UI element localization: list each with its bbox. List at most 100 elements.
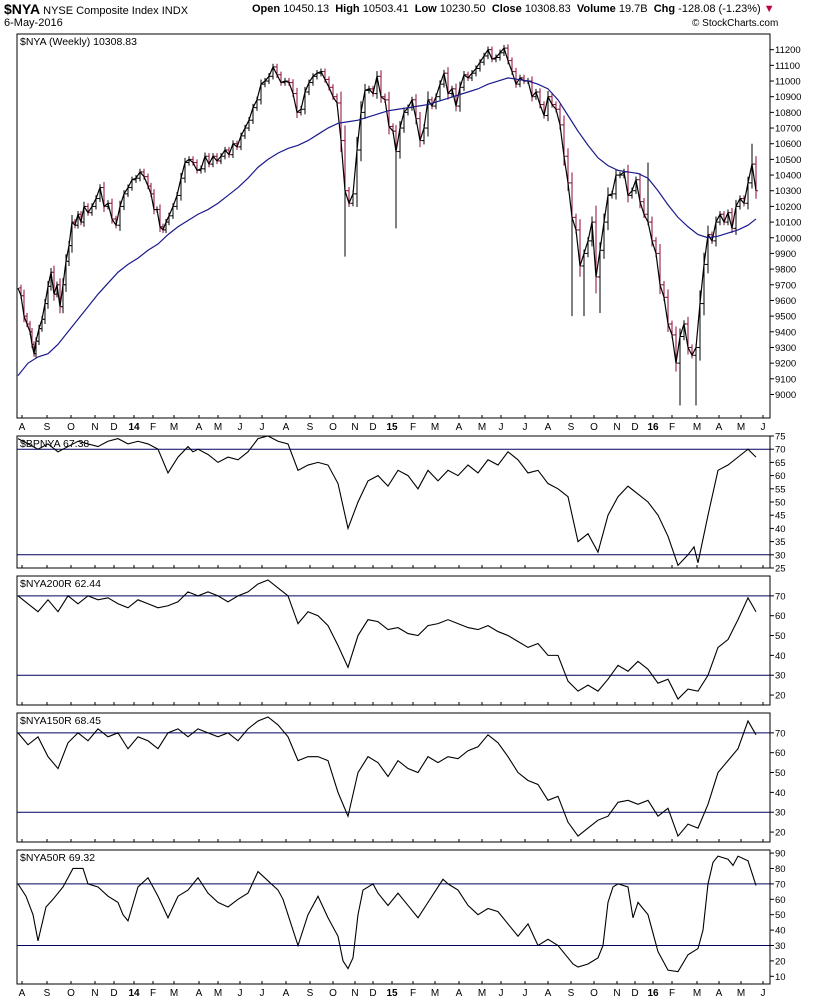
y-tick-label: 70 bbox=[775, 879, 786, 890]
y-tick-label: 9700 bbox=[775, 280, 796, 291]
y-tick-label: 40 bbox=[775, 926, 786, 937]
panel-legend: $NYA50R 69.32 bbox=[20, 852, 95, 864]
price-close-line bbox=[17, 46, 757, 364]
y-tick-label: 10900 bbox=[775, 92, 801, 103]
x-tick-label-bottom: M bbox=[478, 988, 486, 999]
x-tick-label: O bbox=[590, 422, 598, 433]
x-tick-label-bottom: A bbox=[19, 988, 26, 999]
x-tick-label-bottom: N bbox=[91, 988, 98, 999]
x-tick-label: 14 bbox=[128, 422, 140, 433]
y-tick-label: 25 bbox=[775, 564, 786, 575]
y-tick-label: 20 bbox=[775, 956, 786, 967]
x-tick-label-bottom: J bbox=[523, 988, 528, 999]
y-tick-label: 10500 bbox=[775, 155, 801, 166]
y-tick-label: 9400 bbox=[775, 327, 796, 338]
open-label: Open bbox=[252, 3, 281, 15]
x-tick-label: F bbox=[669, 422, 675, 433]
y-tick-label: 55 bbox=[775, 484, 786, 495]
x-tick-label: S bbox=[44, 422, 51, 433]
y-tick-label: 9800 bbox=[775, 265, 796, 276]
x-tick-label-bottom: O bbox=[329, 988, 337, 999]
y-tick-label: 11200 bbox=[775, 45, 801, 56]
x-tick-label: N bbox=[351, 422, 358, 433]
moving-average-line bbox=[17, 77, 757, 377]
x-tick-label: O bbox=[67, 422, 75, 433]
y-tick-label: 70 bbox=[775, 445, 786, 456]
x-tick-label: N bbox=[91, 422, 98, 433]
y-tick-label: 30 bbox=[775, 550, 786, 561]
y-tick-label: 9900 bbox=[775, 249, 796, 260]
y-tick-label: 80 bbox=[775, 864, 786, 875]
x-tick-label-bottom: 16 bbox=[647, 988, 659, 999]
x-tick-label: A bbox=[196, 422, 203, 433]
x-tick-label-bottom: M bbox=[693, 988, 701, 999]
y-tick-label: 10000 bbox=[775, 233, 801, 244]
x-tick-label: F bbox=[150, 422, 156, 433]
y-tick-label: 9600 bbox=[775, 296, 796, 307]
x-tick-label-bottom: A bbox=[716, 988, 723, 999]
y-tick-label: 10700 bbox=[775, 124, 801, 135]
x-tick-label: M bbox=[214, 422, 222, 433]
y-tick-label: 50 bbox=[775, 910, 786, 921]
x-tick-label-bottom: O bbox=[67, 988, 75, 999]
close-value: 10308.83 bbox=[524, 3, 571, 15]
x-tick-label-bottom: M bbox=[737, 988, 745, 999]
x-tick-label: M bbox=[170, 422, 178, 433]
x-tick-label: F bbox=[410, 422, 416, 433]
watermark: © StockCharts.com bbox=[692, 18, 779, 29]
y-tick-label: 10400 bbox=[775, 171, 801, 182]
x-tick-label: A bbox=[456, 422, 463, 433]
x-tick-label-bottom: D bbox=[369, 988, 376, 999]
x-tick-label-bottom: F bbox=[669, 988, 675, 999]
y-tick-label: 40 bbox=[775, 524, 786, 535]
title-line: $NYA NYSE Composite Index INDX bbox=[4, 1, 188, 17]
x-tick-label: S bbox=[568, 422, 575, 433]
x-tick-label-bottom: A bbox=[196, 988, 203, 999]
y-tick-label: 30 bbox=[775, 671, 786, 682]
symbol-label: $NYA bbox=[4, 1, 41, 17]
x-tick-label-bottom: S bbox=[568, 988, 575, 999]
quote-line: Open 10450.13 High 10503.41 Low 10230.50… bbox=[252, 3, 775, 15]
low-label: Low bbox=[414, 3, 437, 15]
y-tick-label: 9200 bbox=[775, 359, 796, 370]
x-tick-label-bottom: F bbox=[150, 988, 156, 999]
panel-frame bbox=[16, 849, 771, 985]
x-tick-label-bottom: S bbox=[44, 988, 51, 999]
x-tick-label: 15 bbox=[386, 422, 398, 433]
y-tick-label: 60 bbox=[775, 748, 786, 759]
high-value: 10503.41 bbox=[362, 3, 409, 15]
x-tick-label-bottom: J bbox=[499, 988, 504, 999]
x-tick-label: J bbox=[238, 422, 243, 433]
x-tick-label: J bbox=[523, 422, 528, 433]
x-tick-label: A bbox=[716, 422, 723, 433]
y-tick-label: 50 bbox=[775, 768, 786, 779]
open-value: 10450.13 bbox=[283, 3, 330, 15]
index-name: NYSE Composite Index bbox=[43, 5, 159, 17]
down-arrow-icon: ▼ bbox=[763, 3, 775, 15]
x-tick-label-bottom: M bbox=[214, 988, 222, 999]
x-tick-label-bottom: M bbox=[170, 988, 178, 999]
y-tick-label: 30 bbox=[775, 941, 786, 952]
x-tick-label-bottom: J bbox=[761, 988, 766, 999]
y-tick-label: 10200 bbox=[775, 202, 801, 213]
indicator-line bbox=[17, 579, 757, 700]
x-tick-label: S bbox=[307, 422, 314, 433]
panel-frame bbox=[16, 575, 771, 706]
x-tick-label: J bbox=[260, 422, 265, 433]
x-tick-label: D bbox=[631, 422, 638, 433]
volume-value: 19.7B bbox=[618, 3, 648, 15]
y-tick-label: 10 bbox=[775, 972, 786, 983]
y-tick-label: 50 bbox=[775, 631, 786, 642]
y-tick-label: 10100 bbox=[775, 218, 801, 229]
x-tick-label: M bbox=[693, 422, 701, 433]
x-tick-label: O bbox=[329, 422, 337, 433]
exchange-label: INDX bbox=[161, 5, 189, 17]
y-tick-label: 60 bbox=[775, 895, 786, 906]
panel-legend: $NYA150R 68.45 bbox=[20, 715, 101, 727]
panel-legend: $NYA200R 62.44 bbox=[20, 578, 101, 590]
x-tick-label: A bbox=[283, 422, 290, 433]
x-tick-label-bottom: 15 bbox=[386, 988, 398, 999]
x-tick-label-bottom: A bbox=[456, 988, 463, 999]
y-tick-label: 10300 bbox=[775, 186, 801, 197]
